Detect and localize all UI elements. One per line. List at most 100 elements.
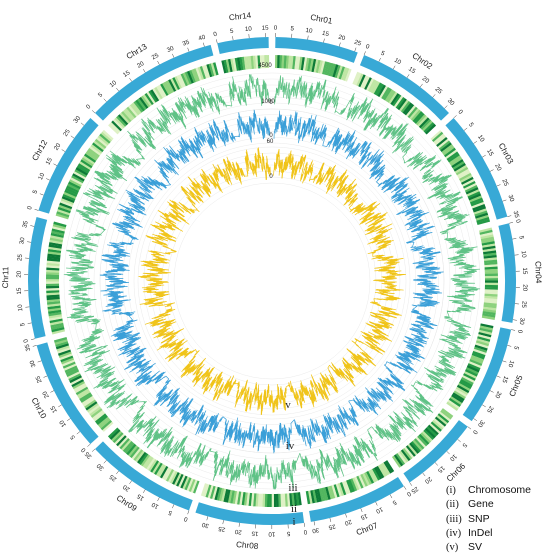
gene-density-bin (49, 237, 64, 243)
gene-density-bin (96, 136, 108, 148)
gene-density-bin (290, 55, 294, 69)
gene-density-bin (48, 241, 63, 247)
gene-density-bin (404, 103, 415, 116)
gene-density-bin (463, 371, 477, 379)
tick-label: 10 (448, 453, 458, 463)
tick-label: 5 (69, 433, 77, 440)
gene-density-bin (470, 199, 484, 207)
gene-density-bin (273, 493, 277, 507)
gene-density-bin (65, 187, 79, 196)
gene-density-bin (484, 273, 498, 277)
tick-mark (313, 521, 315, 526)
gene-density-bin (436, 136, 448, 148)
tick-label: 5 (167, 508, 173, 516)
gene-density-bin (307, 58, 312, 72)
gene-density-bin (236, 491, 242, 505)
gene-density-bin (459, 172, 472, 182)
gene-density-bin (298, 56, 303, 70)
gene-density-bin (266, 493, 270, 507)
gene-density-bin (427, 424, 439, 436)
gene-density-bin (84, 153, 97, 163)
gene-density-bin (467, 363, 481, 371)
gene-density-bin (475, 212, 489, 219)
gene-density-bin (239, 491, 244, 505)
gene-density-bin (388, 91, 398, 105)
gene-density-bin (214, 486, 220, 501)
tick-mark (444, 105, 448, 109)
gene-density-bin (46, 290, 60, 294)
legend-label: Gene (468, 498, 494, 511)
gene-density-bin (156, 85, 165, 99)
tick-label: 15 (135, 492, 145, 502)
grid-circle (69, 78, 475, 484)
legend-numeral: (iii) (446, 513, 462, 525)
gene-density-bin (68, 181, 81, 190)
gene-density-bin (216, 487, 222, 501)
gene-density-bin (364, 472, 372, 485)
gene-density-bin (449, 396, 463, 406)
tick-label: 0 (516, 329, 524, 334)
tick-mark (53, 163, 58, 166)
tick-label: 15 (521, 267, 528, 275)
gene-density-bin (46, 271, 60, 275)
legend-label: SV (468, 541, 483, 554)
gene-density-bin (484, 264, 498, 268)
gene-density-bin (264, 493, 268, 507)
gene-density-bin (67, 371, 81, 380)
gene-density-bin (482, 243, 496, 248)
tick-mark (70, 135, 75, 139)
gene-density-bin (318, 488, 324, 502)
tick-label: 20 (234, 528, 242, 536)
gene-density-bin (402, 102, 413, 115)
gene-density-bin (405, 105, 417, 117)
gene-density-bin (131, 102, 142, 115)
tick-label: 15 (16, 287, 23, 295)
gene-density-bin (47, 305, 61, 310)
gene-density-bin (464, 185, 478, 193)
gene-density-bin (366, 471, 375, 484)
gene-density-bin (61, 195, 75, 204)
tick-mark (142, 489, 146, 494)
gene-density-bin (328, 63, 335, 77)
gene-density-bin (46, 292, 60, 296)
tick-mark (232, 36, 234, 41)
gene-density-bin (457, 382, 471, 392)
tick-label: 15 (251, 530, 259, 537)
gene-density-bin (434, 135, 447, 146)
tick-mark (509, 222, 514, 224)
tick-label: 10 (506, 359, 515, 368)
gene-density-bin (259, 493, 263, 507)
tick-label: 5 (460, 441, 468, 449)
chromosome-block-chr14 (217, 37, 269, 54)
snp-line (63, 74, 481, 490)
gene-density-bin (74, 169, 87, 178)
tick-mark (103, 98, 107, 102)
tick-mark (58, 404, 62, 408)
gene-density-bin (269, 493, 272, 507)
tick-label: 10 (150, 500, 160, 510)
gene-density-bin (236, 57, 242, 71)
gene-density-bin (208, 63, 215, 77)
gene-density-bin (51, 329, 66, 335)
gene-density-bin (169, 470, 178, 484)
gene-density-bin (176, 75, 185, 88)
gene-density-bin (230, 490, 235, 504)
gene-density-bin (468, 193, 482, 201)
tick-mark (406, 74, 410, 78)
gene-density-bin (366, 78, 375, 91)
gene-density-bin (274, 55, 278, 69)
gene-density-bin (469, 195, 483, 203)
gene-density-bin (316, 488, 322, 503)
gene-density-bin (354, 476, 362, 490)
tick-mark (446, 451, 450, 455)
gene-density-bin (61, 359, 75, 367)
gene-density-bin (146, 91, 156, 104)
gene-density-bin (482, 308, 497, 314)
gene-density-bin (81, 395, 94, 405)
gene-density-bin (157, 464, 167, 478)
gene-density-bin (144, 456, 154, 469)
gene-density-bin (184, 477, 192, 491)
gene-density-bin (293, 492, 298, 506)
tick-label: 20 (493, 390, 503, 400)
gene-density-bin (148, 90, 158, 103)
